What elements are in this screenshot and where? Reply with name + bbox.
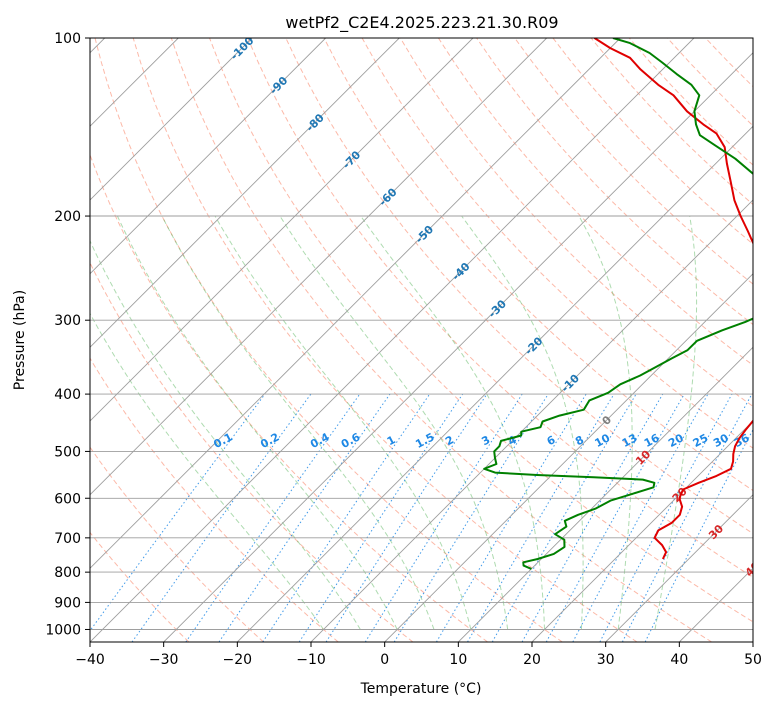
x-tick-label: 50 [744,652,762,668]
y-tick-label: 500 [54,444,81,460]
x-tick-label: 30 [597,652,615,668]
chart-title: wetPf2_C2E4.2025.223.21.30.R09 [285,13,558,33]
y-tick-label: 400 [54,387,81,403]
x-tick-label: −30 [149,652,179,668]
x-tick-label: 40 [670,652,688,668]
y-tick-label: 100 [54,31,81,47]
x-tick-label: 20 [523,652,541,668]
x-tick-label: −10 [296,652,326,668]
y-tick-label: 700 [54,531,81,547]
x-axis-label: Temperature (°C) [360,681,482,697]
x-tick-label: −20 [223,652,253,668]
y-tick-label: 300 [54,313,81,329]
y-tick-label: 200 [54,209,81,225]
x-tick-label: 0 [380,652,389,668]
x-tick-label: −40 [75,652,105,668]
y-tick-label: 800 [54,565,81,581]
y-tick-label: 900 [54,595,81,611]
y-tick-label: 600 [54,491,81,507]
y-axis-label: Pressure (hPa) [12,290,28,390]
y-tick-label: 1000 [45,622,81,638]
x-tick-label: 10 [449,652,467,668]
